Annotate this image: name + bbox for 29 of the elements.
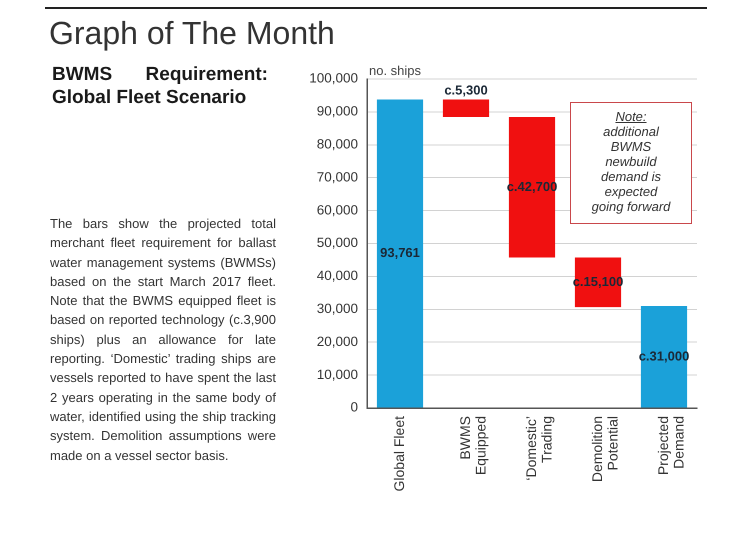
annotation: additional BWMS newbuild demand is expected going forward (590, 124, 672, 214)
y-axis-title: no. ships (369, 63, 422, 78)
y-tick-label: 50,000 (316, 235, 358, 250)
bar (442, 100, 490, 117)
y-tick-label: 10,000 (316, 366, 358, 382)
data-label: c.5,300 (444, 82, 488, 98)
x-tick-label: BWMS Equipped (456, 416, 488, 476)
text: BWMS Requirement: Global Fleet Scenario (52, 63, 268, 109)
x-tick-label: Projected Demand (654, 416, 686, 476)
bar (376, 100, 424, 408)
bar (640, 306, 688, 408)
data-label: 93,761 (380, 245, 420, 260)
bar (508, 116, 556, 258)
y-tick-label: 20,000 (316, 334, 358, 349)
annotation: Note: (615, 109, 647, 124)
y-tick-label: 40,000 (316, 268, 358, 284)
x-tick-label: ‘Domestic’ Trading (522, 416, 554, 481)
y-tick-label: 90,000 (316, 104, 358, 119)
note-box: Note: additional BWMS newbuild demand is expected going forward (570, 102, 692, 224)
y-tick-label: 0 (350, 400, 358, 415)
y-tick-label: 100,000 (309, 70, 358, 86)
y-tick-label: 30,000 (316, 301, 358, 316)
text: The bars show the projected total merchant fleet requirement for ballast water management systems (BWMSs) based on the start March 2017 fleet. Note that the BWMS equipped fleet is based on reported technology (c.3,900 ships) plus an allowance for late reporting. ‘Domestic’ trading ships are vessels reported to have spent the last 2 years operating in the same body of water, identified using the ship tracking system. Demolition assumptions were made on a vessel sector basis. (50, 216, 276, 463)
chart-title: Graph of The Month (49, 14, 335, 52)
y-tick-label: 60,000 (316, 202, 358, 218)
y-tick-label: 80,000 (316, 136, 358, 152)
y-tick-label: 70,000 (316, 169, 358, 184)
x-tick-label: Global Fleet (390, 416, 407, 492)
x-tick-label: Demolition Potential (588, 416, 620, 482)
